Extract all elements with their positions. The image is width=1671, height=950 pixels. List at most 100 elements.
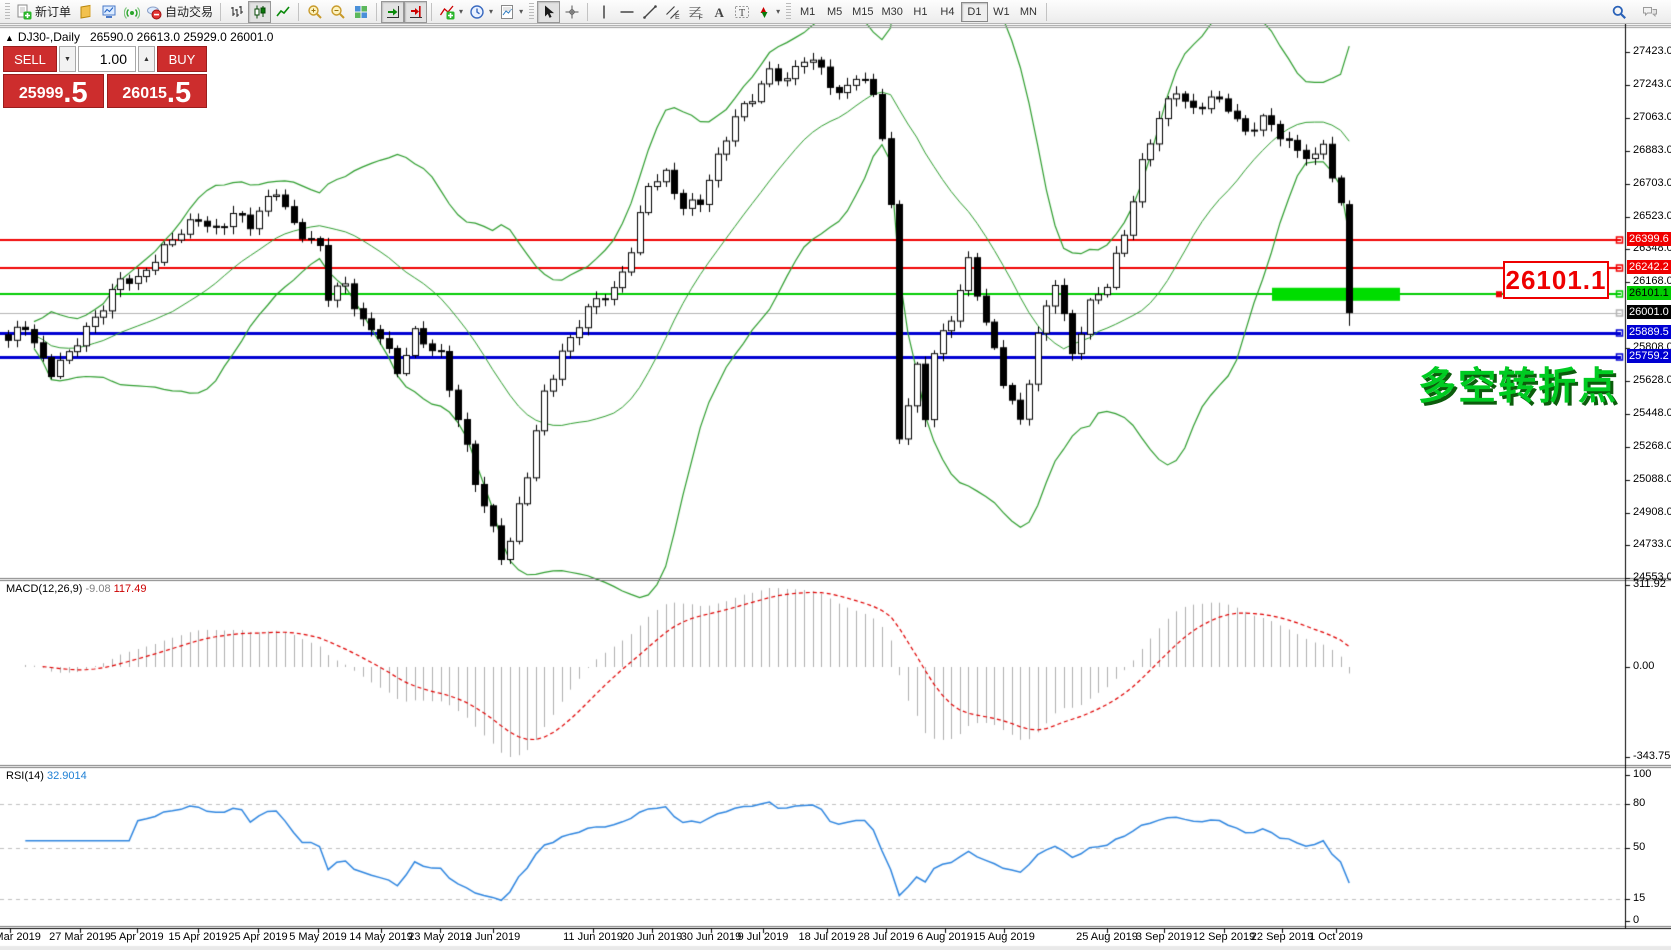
timeframe-button-m15[interactable]: M15	[848, 2, 877, 22]
chat-button[interactable]	[1638, 1, 1661, 23]
rsi-axis-tick: 80	[1633, 797, 1646, 809]
macd-axis-tick: 311.92	[1633, 578, 1666, 590]
search-button[interactable]	[1607, 1, 1630, 23]
date-axis-label: 6 Aug 2019	[917, 931, 973, 943]
quote-panel-top-row: SELL ▼ ▲ BUY	[3, 46, 207, 72]
horizontal-line-icon	[619, 4, 635, 20]
new-order-button[interactable]: 新订单	[13, 1, 74, 23]
text-label-button[interactable]: T	[730, 1, 753, 23]
channel-icon: E	[665, 4, 681, 21]
date-axis-label: 5 Apr 2019	[110, 931, 164, 943]
chart-title: ▲ DJ30-,Daily 26590.0 26613.0 25929.0 2600…	[5, 30, 273, 44]
timeframe-button-m1[interactable]: M1	[794, 2, 821, 22]
price-axis-tick: 24733.0	[1633, 538, 1671, 550]
candlestick-button[interactable]	[248, 0, 272, 23]
buy-price[interactable]: 26015 .5	[106, 74, 207, 110]
ohlc-values: 26590.0 26613.0 25929.0 26001.0	[89, 30, 274, 44]
volume-increase-button[interactable]: ▲	[138, 46, 155, 72]
rsi-indicator-label: RSI(14) 32.9014	[6, 770, 87, 782]
templates-button[interactable]: ▾	[496, 1, 526, 23]
indicators-button[interactable]: ▾	[436, 1, 466, 23]
date-axis-label: 18 Jul 2019	[798, 931, 856, 943]
price-chart-canvas[interactable]	[0, 24, 1671, 950]
timeframe-button-h4[interactable]: H4	[934, 2, 961, 22]
bar-chart-icon	[229, 4, 245, 20]
trendline-button[interactable]	[638, 1, 661, 23]
price-marker-label: 25889.5	[1627, 325, 1671, 339]
toolbar-grip	[786, 2, 792, 21]
timeframe-button-mn[interactable]: MN	[1015, 2, 1042, 22]
dropdown-arrow-icon: ▾	[776, 7, 781, 16]
timeframe-button-d1[interactable]: D1	[960, 1, 988, 22]
toolbar: 新订单 自动交易 ▾ ▾ ▾ E F A T ▾ M1 M5 M15 M30 H1 H4 D1 W1 MN	[0, 0, 1671, 24]
date-axis-label: 15 Aug 2019	[973, 931, 1035, 943]
chart-shift-button[interactable]	[404, 0, 428, 23]
line-chart-button[interactable]	[271, 1, 294, 23]
horizontal-line-button[interactable]	[615, 1, 638, 23]
price-axis-tick: 24908.0	[1633, 506, 1671, 518]
charts-icon	[78, 4, 94, 20]
zoom-in-button[interactable]	[303, 1, 326, 23]
autotrading-icon	[146, 4, 162, 20]
price-marker-label: 25759.2	[1627, 349, 1671, 363]
toolbar-grip	[529, 2, 535, 21]
auto-scroll-button[interactable]	[381, 0, 405, 23]
volume-decrease-button[interactable]: ▼	[59, 46, 76, 72]
sell-price[interactable]: 25999 .5	[3, 74, 104, 108]
bar-chart-button[interactable]	[225, 1, 248, 23]
profiles-button[interactable]	[97, 1, 120, 23]
tile-windows-button[interactable]	[349, 1, 372, 23]
text-button[interactable]: A	[707, 1, 730, 23]
autotrading-button-label: 自动交易	[165, 5, 214, 19]
price-annotation-label[interactable]: 26101.1	[1503, 261, 1609, 299]
tile-windows-icon	[353, 4, 369, 20]
buy-price-fraction: .5	[166, 77, 192, 110]
quote-panel-price-row: 25999 .5 26015 .5	[3, 74, 207, 108]
crosshair-button[interactable]	[560, 1, 583, 23]
pivot-point-text-label: 多空转折点	[1418, 366, 1619, 408]
chat-icon	[1642, 4, 1658, 20]
price-axis-tick: 25628.0	[1633, 374, 1671, 386]
date-axis-label: 25 Apr 2019	[228, 931, 288, 943]
price-axis-tick: 27243.0	[1633, 78, 1671, 90]
date-axis-label: 20 Jun 2019	[621, 931, 683, 943]
cursor-button[interactable]	[537, 0, 561, 23]
arrows-button[interactable]: ▾	[753, 1, 783, 23]
date-axis-label: 12 Sep 2019	[1192, 931, 1256, 943]
volume-input[interactable]	[78, 46, 136, 72]
toolbar-separator	[220, 2, 222, 21]
equidistant-channel-button[interactable]: E	[661, 1, 684, 23]
sell-button[interactable]: SELL	[3, 46, 57, 72]
collapse-quote-panel-arrow[interactable]: ▲	[5, 33, 14, 43]
vertical-line-button[interactable]	[592, 1, 615, 23]
new-order-icon	[16, 4, 32, 20]
charts-button[interactable]	[74, 1, 97, 23]
timeframe-button-w1[interactable]: W1	[988, 2, 1015, 22]
one-click-trading-panel: SELL ▼ ▲ BUY 25999 .5 26015 .5	[3, 46, 207, 108]
price-axis-tick: 26523.0	[1633, 210, 1671, 222]
templates-icon	[499, 4, 515, 20]
autotrading-button[interactable]: 自动交易	[143, 1, 216, 23]
zoom-out-button[interactable]	[326, 1, 349, 23]
zoom-out-icon	[330, 4, 346, 20]
text-icon: A	[711, 4, 727, 20]
macd-name: MACD(12,26,9)	[6, 583, 83, 595]
rsi-name: RSI(14)	[6, 770, 44, 782]
signals-button[interactable]	[120, 1, 143, 23]
fibonacci-button[interactable]: F	[684, 1, 707, 23]
date-axis-label: 18 Mar 2019	[0, 931, 41, 943]
date-axis-label: 28 Jul 2019	[857, 931, 915, 943]
price-axis-tick: 25088.0	[1633, 473, 1671, 485]
buy-button[interactable]: BUY	[157, 46, 207, 72]
rsi-value: 32.9014	[46, 770, 87, 782]
date-axis-label: 22 Sep 2019	[1250, 931, 1314, 943]
search-icon	[1611, 4, 1627, 20]
periods-button[interactable]: ▾	[466, 1, 496, 23]
timeframe-button-m30[interactable]: M30	[878, 2, 907, 22]
macd-axis-tick: -343.75	[1633, 750, 1671, 762]
timeframe-button-h1[interactable]: H1	[907, 2, 934, 22]
cursor-icon	[541, 4, 557, 20]
sell-price-main: 25999	[18, 85, 64, 102]
timeframe-button-m5[interactable]: M5	[821, 2, 848, 22]
